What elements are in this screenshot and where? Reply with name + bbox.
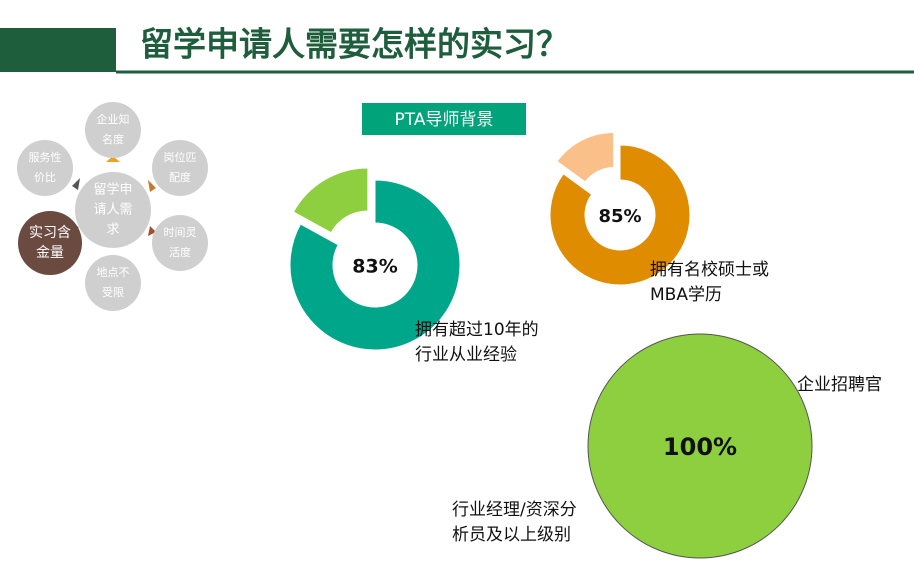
annotation: 行业经理/资深分 xyxy=(452,500,577,520)
value-label: 85% xyxy=(598,206,641,227)
center-node xyxy=(75,172,151,248)
value-label: 83% xyxy=(352,256,397,278)
diagram-node xyxy=(152,215,208,271)
diagram-node xyxy=(85,102,141,158)
diagram-node-text: 活度 xyxy=(169,245,191,259)
title-bar xyxy=(0,28,116,72)
annotation: 企业招聘官 xyxy=(797,375,882,395)
annotation: 析员及以上级别 xyxy=(452,525,571,545)
pie-slice xyxy=(556,132,615,183)
diagram-node-text: 实习含 xyxy=(29,225,71,241)
annotation: 行业从业经验 xyxy=(415,345,517,365)
pie-slice xyxy=(549,144,691,286)
diagram-node-text: 服务性 xyxy=(29,150,62,164)
badge-text: PTA导师背景 xyxy=(395,110,494,130)
annotation: 拥有超过10年的 xyxy=(415,320,539,340)
diagram-node-text: 名度 xyxy=(102,132,124,146)
diagram-node xyxy=(85,255,141,311)
diagram-node-text: 地点不 xyxy=(97,266,130,279)
diagram-node-text: 价比 xyxy=(34,171,56,184)
center-node-text: 请人需 xyxy=(93,203,132,218)
pie-slice xyxy=(292,167,369,234)
diagram-node xyxy=(18,211,82,275)
annotation: 拥有名校硕士或 xyxy=(650,260,769,280)
diagram-node-text: 企业知 xyxy=(97,112,130,126)
center-node-text: 留学申 xyxy=(93,182,132,198)
diagram-node-text: 配度 xyxy=(169,170,191,184)
diagram-node-text: 岗位匹 xyxy=(164,150,197,164)
annotation: MBA学历 xyxy=(650,285,722,305)
diagram-node-text: 受限 xyxy=(102,286,124,299)
diagram-node xyxy=(17,140,73,196)
diagram-node xyxy=(152,140,208,196)
title: 留学申请人需要怎样的实习？ xyxy=(140,25,569,64)
pie-slice xyxy=(587,333,813,559)
center-node-text: 求 xyxy=(106,223,119,238)
diagram-node-text: 时间灵 xyxy=(164,226,197,239)
badge xyxy=(362,103,526,135)
diagram-node-text: 金量 xyxy=(36,245,64,261)
value-label: 100% xyxy=(663,433,737,461)
pie-slice xyxy=(289,179,461,351)
